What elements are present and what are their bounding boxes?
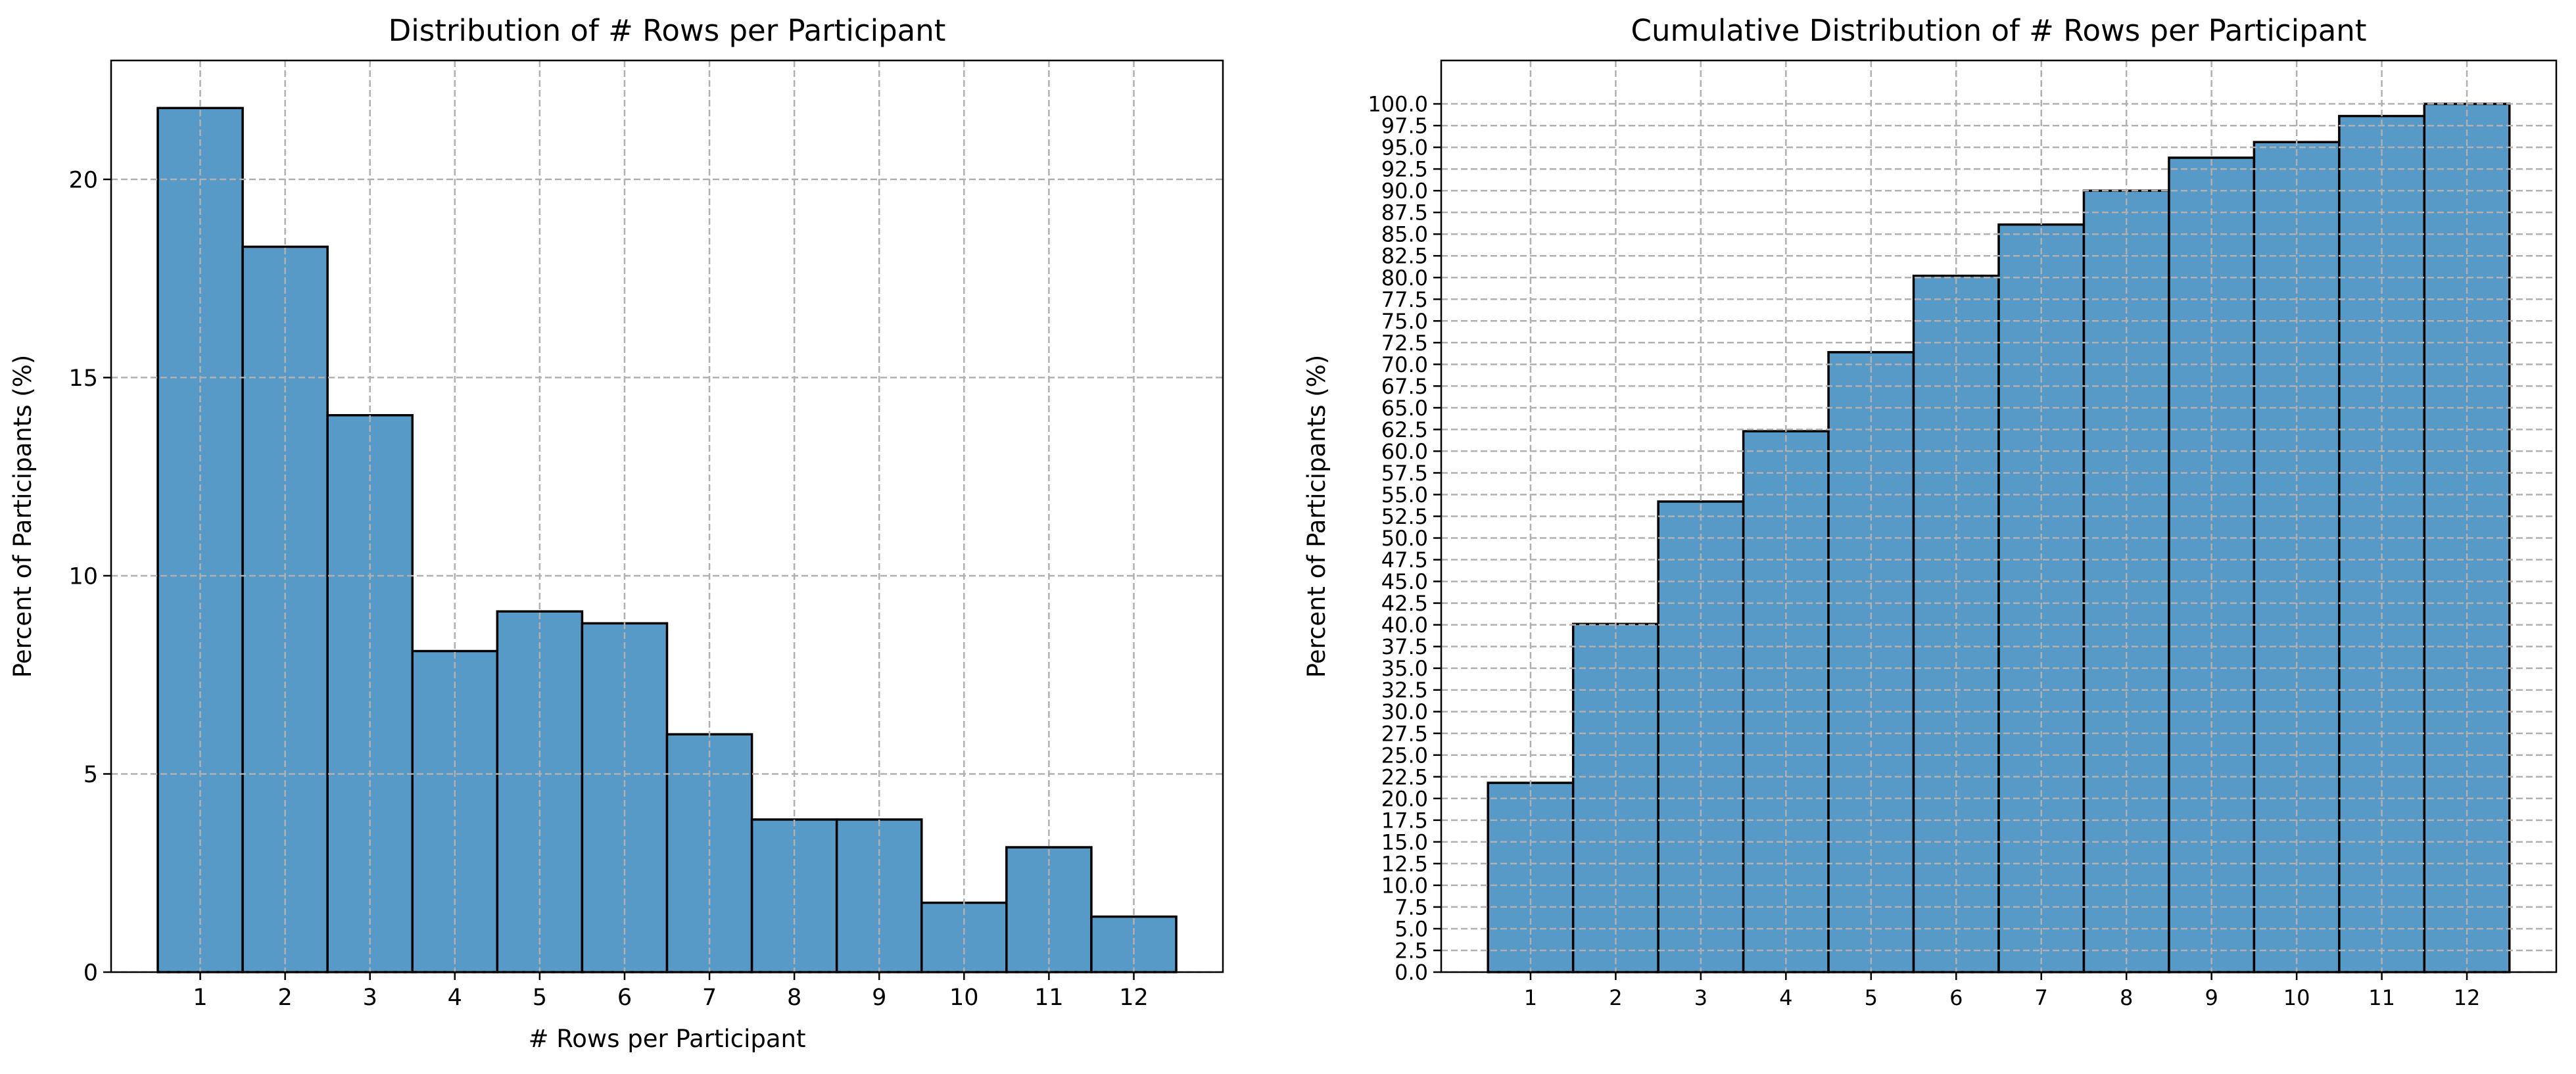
y-tick-label: 0 bbox=[83, 960, 98, 987]
y-tick-label: 50.0 bbox=[1381, 526, 1428, 551]
x-tick-label: 1 bbox=[193, 985, 207, 1011]
x-tick-label: 3 bbox=[363, 985, 377, 1011]
y-tick-label: 30.0 bbox=[1381, 699, 1428, 724]
x-tick-label: 4 bbox=[448, 985, 462, 1011]
y-tick-label: 82.5 bbox=[1381, 244, 1428, 269]
y-tick-label: 80.0 bbox=[1381, 266, 1428, 291]
y-tick-label: 27.5 bbox=[1381, 721, 1428, 746]
y-tick-label: 32.5 bbox=[1381, 678, 1428, 703]
y-tick-label: 25.0 bbox=[1381, 743, 1428, 768]
cumulative-histogram-panel: Cumulative Distribution of # Rows per Pa… bbox=[1302, 13, 2558, 1010]
y-tick-label: 22.5 bbox=[1381, 764, 1428, 789]
y-tick-label: 90.0 bbox=[1381, 179, 1428, 204]
y-tick-label: 52.5 bbox=[1381, 504, 1428, 529]
y-tick-label: 42.5 bbox=[1381, 591, 1428, 616]
y-tick-label: 5.0 bbox=[1395, 916, 1428, 941]
y-axis-label: Percent of Participants (%) bbox=[1302, 355, 1331, 678]
x-tick-label: 10 bbox=[2283, 985, 2310, 1010]
x-tick-label: 6 bbox=[1949, 985, 1963, 1010]
x-tick-label: 8 bbox=[2120, 985, 2133, 1010]
y-tick-label: 37.5 bbox=[1381, 634, 1428, 659]
x-tick-label: 1 bbox=[1524, 985, 1537, 1010]
y-tick-label: 75.0 bbox=[1381, 309, 1428, 334]
x-tick-label: 5 bbox=[533, 985, 547, 1011]
y-tick-label: 55.0 bbox=[1381, 482, 1428, 507]
x-tick-label: 7 bbox=[2035, 985, 2048, 1010]
y-tick-label: 72.5 bbox=[1381, 331, 1428, 356]
y-tick-label: 17.5 bbox=[1381, 808, 1428, 833]
x-tick-label: 7 bbox=[702, 985, 717, 1011]
y-tick-label: 15.0 bbox=[1381, 829, 1428, 854]
y-tick-label: 85.0 bbox=[1381, 222, 1428, 247]
y-tick-label: 5 bbox=[83, 762, 98, 788]
y-tick-label: 77.5 bbox=[1381, 287, 1428, 312]
x-tick-label: 12 bbox=[2454, 985, 2481, 1010]
chart-title: Distribution of # Rows per Participant bbox=[389, 13, 946, 48]
x-tick-label: 6 bbox=[617, 985, 632, 1011]
x-tick-label: 11 bbox=[1034, 985, 1064, 1011]
y-tick-label: 47.5 bbox=[1381, 548, 1428, 572]
axes-frame bbox=[110, 59, 1224, 973]
x-tick-label: 4 bbox=[1779, 985, 1792, 1010]
y-tick-label: 10.0 bbox=[1381, 873, 1428, 898]
x-tick-label: 11 bbox=[2368, 985, 2395, 1010]
x-tick-label: 12 bbox=[1119, 985, 1149, 1011]
y-tick-label: 10 bbox=[68, 564, 98, 590]
y-tick-label: 0.0 bbox=[1395, 960, 1428, 985]
x-tick-label: 2 bbox=[1609, 985, 1622, 1010]
y-tick-label: 67.5 bbox=[1381, 374, 1428, 399]
y-tick-label: 97.5 bbox=[1381, 114, 1428, 139]
x-tick-label: 9 bbox=[872, 985, 886, 1011]
y-tick-label: 40.0 bbox=[1381, 613, 1428, 638]
y-tick-label: 92.5 bbox=[1381, 157, 1428, 182]
y-axis-label: Percent of Participants (%) bbox=[9, 355, 37, 678]
y-tick-label: 62.5 bbox=[1381, 417, 1428, 442]
y-tick-label: 95.0 bbox=[1381, 135, 1428, 160]
y-tick-label: 57.5 bbox=[1381, 461, 1428, 486]
y-tick-label: 35.0 bbox=[1381, 656, 1428, 681]
y-tick-label: 65.0 bbox=[1381, 396, 1428, 421]
y-tick-label: 20 bbox=[68, 168, 98, 194]
y-tick-label: 100.0 bbox=[1368, 92, 1428, 117]
y-tick-label: 2.5 bbox=[1395, 938, 1428, 963]
y-tick-label: 45.0 bbox=[1381, 569, 1428, 594]
y-tick-label: 7.5 bbox=[1395, 895, 1428, 920]
y-tick-label: 70.0 bbox=[1381, 352, 1428, 377]
y-tick-label: 20.0 bbox=[1381, 786, 1428, 811]
y-tick-label: 60.0 bbox=[1381, 439, 1428, 464]
y-tick-label: 12.5 bbox=[1381, 851, 1428, 876]
x-axis-label: # Rows per Participant bbox=[528, 1025, 805, 1053]
x-tick-label: 2 bbox=[277, 985, 292, 1011]
y-tick-label: 87.5 bbox=[1381, 200, 1428, 225]
x-tick-label: 9 bbox=[2205, 985, 2218, 1010]
x-tick-label: 10 bbox=[949, 985, 979, 1011]
chart-title: Cumulative Distribution of # Rows per Pa… bbox=[1631, 13, 2367, 48]
x-tick-label: 8 bbox=[787, 985, 801, 1011]
x-tick-label: 5 bbox=[1865, 985, 1878, 1010]
x-tick-label: 3 bbox=[1694, 985, 1707, 1010]
y-tick-label: 15 bbox=[68, 365, 98, 392]
